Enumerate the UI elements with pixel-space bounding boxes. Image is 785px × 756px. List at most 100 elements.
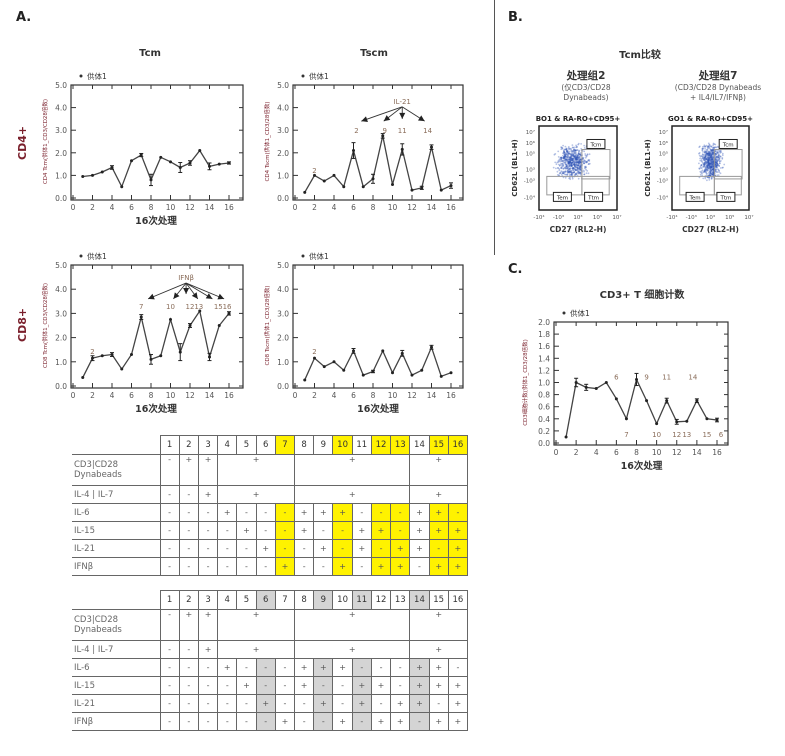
data-point (130, 353, 133, 357)
flow-event-dot (711, 164, 714, 167)
flow-event-dot (702, 163, 705, 165)
flow-event-dot (700, 155, 703, 157)
flow-event-dot (706, 164, 709, 167)
y-axis-label: CD8 Tscm(供体1_CD3/28倍数) (263, 286, 271, 366)
flow-event-dot (703, 157, 706, 159)
flow-event-dot (573, 149, 576, 152)
flow-y-axis-label: CD62L (BL1-H) (511, 139, 519, 196)
flow-event-dot (559, 157, 562, 159)
flow-event-dot (570, 155, 573, 158)
flow-event-dot (577, 164, 580, 167)
table-cell: - (274, 521, 296, 540)
flow-y-tick: -10⁴ (657, 194, 669, 201)
flow-event-dot (571, 154, 574, 157)
flow-event-dot (563, 153, 565, 156)
flow-event-dot (708, 156, 711, 159)
table-cell: + (390, 712, 411, 731)
flow-event-dot (705, 166, 708, 169)
flow-event-dot (706, 158, 708, 160)
flow-event-dot (715, 165, 718, 168)
table-cell: + (447, 694, 469, 713)
flow-event-dot (577, 167, 579, 170)
flow-event-dot (704, 163, 706, 165)
legend-marker (562, 311, 566, 315)
group2-desc: (仅CD3/CD28 Dynabeads) (561, 83, 610, 103)
flow-event-dot (575, 173, 578, 176)
flow-event-dot (702, 147, 704, 150)
flow-event-dot (579, 155, 581, 158)
flow-event-dot (710, 153, 713, 156)
flow-event-dot (707, 160, 709, 163)
flow-event-dot (566, 173, 569, 176)
flow-y-tick: 10⁶ (659, 140, 669, 147)
x-tick-label: 8 (149, 391, 154, 400)
flow-event-dot (578, 169, 581, 172)
flow-event-dot (570, 158, 572, 161)
flow-event-dot (573, 173, 576, 176)
flow-event-dot (703, 162, 706, 165)
y-tick-label: 4.0 (55, 285, 67, 294)
flow-event-dot (712, 160, 714, 163)
flow-event-dot (558, 164, 561, 167)
flow-event-dot (561, 156, 563, 159)
flow-event-dot (562, 152, 565, 154)
flow-y-tick: 10⁵ (659, 151, 668, 158)
x-tick-label: 12 (407, 203, 417, 212)
gate-label-box (586, 138, 606, 149)
flow-event-dot (562, 167, 565, 170)
flow-event-dot (707, 162, 710, 165)
flow-event-dot (560, 158, 563, 161)
flow-event-dot (572, 155, 575, 158)
gate-label: Tem (689, 195, 701, 201)
flow-event-dot (705, 171, 708, 173)
flow-event-dot (721, 166, 724, 169)
flow-event-dot (711, 153, 714, 156)
flow-event-dot (573, 156, 576, 158)
flow-event-dot (715, 171, 718, 174)
flow-event-dot (579, 153, 582, 156)
flow-event-dot (700, 159, 703, 162)
flow-event-dot (569, 163, 572, 166)
flow-event-dot (583, 162, 586, 165)
flow-event-dot (705, 160, 707, 163)
flow-event-dot (570, 150, 573, 153)
flow-event-dot (559, 172, 562, 175)
x-tick-label: 10 (652, 448, 662, 457)
flow-event-dot (579, 173, 582, 176)
flow-event-dot (579, 167, 582, 170)
flow-event-dot (578, 155, 581, 158)
flow-event-dot (583, 167, 586, 170)
flow-event-dot (721, 158, 724, 160)
table-row: CD3|CD28 Dynabeads - + + + + + (72, 609, 468, 641)
flow-event-dot (705, 153, 708, 155)
flow-event-dot (579, 152, 582, 154)
annotation-label: 2 (354, 127, 358, 135)
data-point (227, 161, 231, 165)
flow-event-dot (579, 163, 581, 166)
flow-event-dot (712, 167, 715, 170)
flow-event-dot (566, 156, 569, 159)
flow-event-dot (563, 153, 566, 156)
flow-event-dot (565, 165, 568, 168)
flow-event-dot (570, 165, 572, 168)
table-cell: - (294, 694, 315, 713)
flow-event-dot (711, 158, 714, 161)
table-cell: - (332, 539, 353, 558)
data-point (188, 324, 192, 327)
flow-event-dot (706, 152, 709, 155)
flow-event-dot (575, 157, 577, 160)
flow-event-dot (705, 152, 708, 155)
row-label: IL-15 (72, 676, 161, 695)
flow-event-dot (708, 156, 711, 159)
flow-event-dot (708, 166, 711, 169)
y-axis-label: CD4 Tcm(供体1_CD3/CD28倍数) (41, 99, 49, 184)
header-condition-1: 1 (159, 590, 180, 610)
flow-event-dot (568, 161, 570, 164)
flow-event-dot (703, 158, 705, 160)
table-cell: + (294, 485, 411, 504)
annotation-label: 2 (312, 348, 316, 356)
header-condition-16: 16 (447, 435, 469, 455)
table-cell: - (217, 557, 238, 576)
flow-event-dot (703, 145, 706, 148)
flow-event-dot (568, 158, 570, 161)
